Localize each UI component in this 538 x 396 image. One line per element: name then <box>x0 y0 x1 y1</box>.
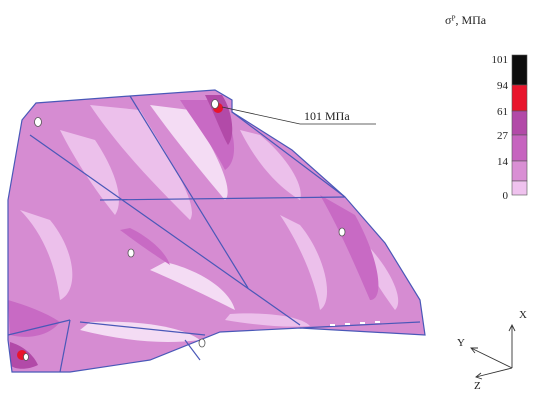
low-stress-region <box>60 130 119 215</box>
internal-edge <box>79 321 206 336</box>
internal-edge <box>29 134 301 326</box>
legend-ticks: 101 94 61 27 14 0 <box>492 54 509 202</box>
low-stress-region <box>240 130 301 200</box>
x-axis-label: X <box>519 309 527 321</box>
edge-slots <box>330 321 380 326</box>
z-arrow-icon <box>475 372 483 380</box>
legend-swatch <box>511 180 528 196</box>
internal-edge <box>99 196 346 201</box>
low-stress-region <box>90 105 192 220</box>
z-axis-label: Z <box>474 380 481 391</box>
legend-swatch <box>511 134 528 162</box>
axis-triad <box>470 323 516 380</box>
legend-swatch <box>511 54 528 86</box>
legend-tick-label: 61 <box>497 106 508 118</box>
low-stress-region <box>225 313 310 327</box>
bolt-hole <box>198 338 206 348</box>
y-axis-line <box>470 347 513 369</box>
callout-label: 101 МПа <box>304 109 350 123</box>
internal-edge <box>299 321 421 329</box>
legend-tick-label: 14 <box>497 156 509 168</box>
internal-edge <box>184 339 201 361</box>
legend-tick-label: 101 <box>492 54 509 66</box>
legend-title: σᴾ, МПа <box>445 13 487 27</box>
peak-callout: 101 МПа <box>221 106 376 125</box>
internal-edge <box>129 95 249 289</box>
z-axis-line <box>475 367 513 378</box>
bolt-hole <box>23 353 29 361</box>
internal-edge <box>59 319 71 373</box>
internal-edge <box>231 111 346 198</box>
low-stress-region <box>150 262 235 310</box>
legend-tick-label: 94 <box>497 80 509 92</box>
callout-leader <box>221 106 301 125</box>
stress-legend: σᴾ, МПа 101 94 61 27 14 0 <box>445 13 528 202</box>
bolt-hole <box>338 227 346 237</box>
mid-stress-region <box>320 195 379 300</box>
bolt-hole <box>211 99 219 109</box>
legend-swatch <box>511 84 528 112</box>
low-stress-region <box>280 215 328 310</box>
bolt-hole <box>127 248 135 258</box>
legend-tick-label: 27 <box>497 130 509 142</box>
low-stress-region <box>20 210 73 300</box>
legend-swatch <box>511 110 528 136</box>
y-axis-label: Y <box>457 337 465 349</box>
legend-tick-label: 0 <box>503 190 509 202</box>
y-arrow-icon <box>470 347 478 354</box>
part-outline <box>7 89 426 373</box>
low-stress-region <box>150 105 228 200</box>
legend-swatch <box>511 160 528 182</box>
legend-bars <box>511 54 528 196</box>
mid-stress-region <box>8 300 60 337</box>
part-surface <box>7 89 426 373</box>
low-stress-region <box>80 321 200 342</box>
mid-stress-region <box>120 228 170 265</box>
internal-edge <box>7 319 71 336</box>
bolt-hole <box>34 117 42 127</box>
x-arrow-icon <box>508 323 516 332</box>
